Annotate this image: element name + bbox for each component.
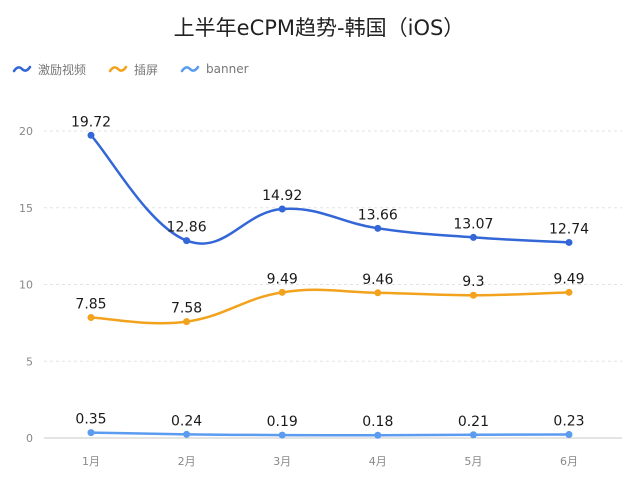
x-tick-label: 2月 bbox=[178, 455, 196, 468]
axes: 0 5 10 15 20 1月 2月 3月 4月 5月 6月 bbox=[19, 125, 578, 468]
data-label: 0.24 bbox=[171, 413, 202, 429]
data-label: 0.35 bbox=[75, 412, 106, 428]
data-point bbox=[87, 429, 95, 437]
chart-title: 上半年eCPM趋势-韩国（iOS） bbox=[173, 16, 465, 40]
data-label: 13.66 bbox=[358, 207, 398, 223]
grid bbox=[44, 130, 622, 439]
data-label: 0.23 bbox=[553, 413, 584, 429]
legend-swatch-incentive-video bbox=[12, 63, 32, 75]
series-line bbox=[89, 134, 571, 245]
x-tick-label: 3月 bbox=[273, 455, 291, 468]
data-point bbox=[374, 289, 382, 297]
data-label: 9.46 bbox=[362, 272, 393, 288]
data-point bbox=[565, 288, 573, 296]
data-label: 0.18 bbox=[362, 414, 393, 430]
legend-swatch-banner bbox=[180, 63, 200, 75]
data-point bbox=[183, 318, 191, 326]
data-label: 0.19 bbox=[267, 414, 298, 430]
data-point bbox=[469, 431, 477, 439]
x-tick-label: 6月 bbox=[560, 455, 578, 468]
data-point bbox=[278, 431, 286, 439]
data-point bbox=[87, 314, 95, 322]
y-tick-label: 20 bbox=[19, 125, 33, 138]
data-label: 9.3 bbox=[462, 274, 484, 290]
y-tick-label: 0 bbox=[26, 432, 33, 445]
x-tick-label: 5月 bbox=[464, 455, 482, 468]
data-label: 9.49 bbox=[267, 271, 298, 287]
data-point bbox=[183, 430, 191, 438]
data-point bbox=[469, 291, 477, 299]
y-tick-label: 15 bbox=[19, 202, 33, 215]
series-line bbox=[89, 288, 571, 325]
data-label: 13.07 bbox=[453, 216, 493, 232]
data-point bbox=[469, 233, 477, 241]
data-label: 12.74 bbox=[549, 221, 589, 237]
data-label: 7.58 bbox=[171, 301, 202, 317]
data-label: 0.21 bbox=[458, 414, 489, 430]
data-point bbox=[278, 288, 286, 296]
x-tick-label: 4月 bbox=[369, 455, 387, 468]
data-point bbox=[183, 237, 191, 245]
legend-swatch-interstitial bbox=[108, 63, 128, 75]
data-label: 14.92 bbox=[262, 188, 302, 204]
series-line bbox=[89, 431, 571, 437]
data-point bbox=[374, 224, 382, 232]
x-tick-label: 1月 bbox=[82, 455, 100, 468]
data-point bbox=[87, 131, 95, 139]
legend-label-banner: banner bbox=[206, 62, 249, 76]
data-point bbox=[565, 430, 573, 438]
legend-label-interstitial: 插屏 bbox=[134, 62, 159, 77]
y-tick-label: 5 bbox=[26, 355, 33, 368]
legend: 激励视频 插屏 banner bbox=[12, 59, 271, 79]
data-label: 19.72 bbox=[71, 114, 111, 130]
legend-item-banner[interactable]: banner bbox=[180, 62, 249, 76]
legend-item-incentive-video[interactable]: 激励视频 bbox=[12, 61, 86, 78]
series bbox=[87, 131, 573, 439]
data-point bbox=[278, 205, 286, 213]
data-labels: 19.72 12.86 14.92 13.66 13.07 12.74 7.85 7.58 9.… bbox=[71, 114, 589, 430]
data-label: 12.86 bbox=[167, 220, 207, 236]
data-point bbox=[565, 238, 573, 246]
data-label: 9.49 bbox=[553, 271, 584, 287]
legend-item-interstitial[interactable]: 插屏 bbox=[108, 61, 158, 78]
legend-label-incentive-video: 激励视频 bbox=[38, 62, 87, 77]
data-point bbox=[374, 431, 382, 439]
y-tick-label: 10 bbox=[19, 279, 33, 292]
data-label: 7.85 bbox=[75, 297, 106, 313]
